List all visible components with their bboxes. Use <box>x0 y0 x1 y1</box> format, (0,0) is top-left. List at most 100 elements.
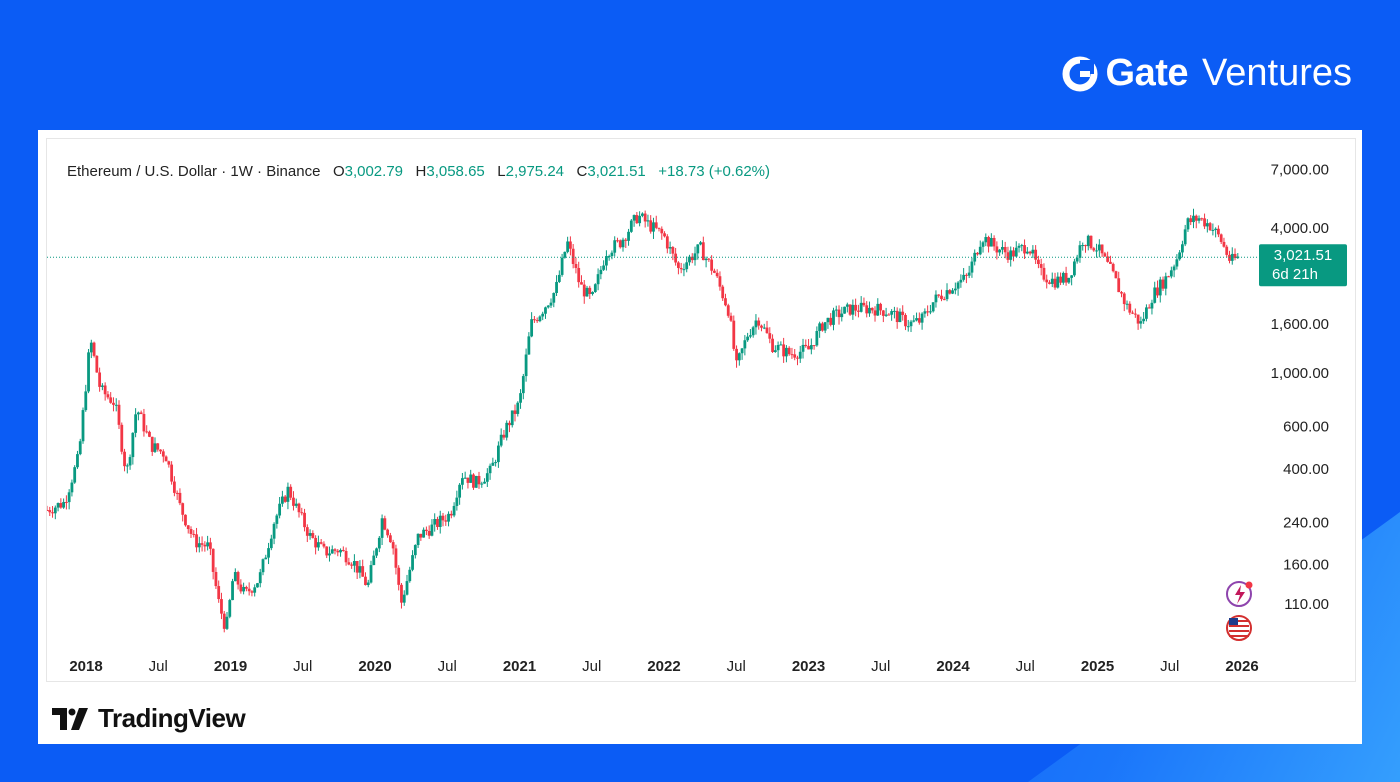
y-tick-label: 7,000.00 <box>1271 161 1329 178</box>
us-flag-icon[interactable] <box>1226 615 1252 641</box>
candle-body <box>505 422 509 438</box>
candle-body <box>1203 218 1206 227</box>
candle-body <box>962 274 966 280</box>
high-label: H <box>415 163 427 180</box>
price-chart[interactable]: 7,000.00 4,000.00 1,600.00 1,000.00 600.00 40… <box>47 139 1355 681</box>
candle-body <box>1100 244 1104 254</box>
candle-body <box>347 562 351 565</box>
candle-body <box>538 316 542 322</box>
candle-body <box>400 584 403 603</box>
candle-body <box>1153 287 1157 303</box>
flash-news-icon[interactable] <box>1226 581 1253 607</box>
candle-body <box>1081 245 1085 247</box>
candle-body <box>1189 218 1193 223</box>
candle-body <box>161 451 165 457</box>
candle-body <box>211 548 215 572</box>
candle-body <box>303 512 306 528</box>
candle-body <box>269 538 273 549</box>
candle-body <box>1037 259 1040 265</box>
candle-body <box>685 262 689 270</box>
x-tick-label: 2024 <box>936 658 970 675</box>
candle-body <box>638 215 642 224</box>
candle-body <box>419 533 423 538</box>
candle-body <box>801 344 805 352</box>
candle-body <box>1139 321 1143 324</box>
candle-body <box>796 357 799 359</box>
candle-body <box>1023 245 1026 254</box>
candle-body <box>319 542 323 544</box>
candle-body <box>776 345 780 351</box>
candle-body <box>710 259 714 271</box>
candle-body <box>582 284 586 297</box>
candle-body <box>1133 313 1137 315</box>
candle-body <box>843 306 846 314</box>
candle-body <box>1111 263 1115 272</box>
candle-body <box>513 410 517 414</box>
candle-body <box>690 256 694 261</box>
candle-body <box>915 318 918 321</box>
candle-body <box>726 305 730 316</box>
candle-body <box>316 542 320 548</box>
candle-body <box>984 237 988 243</box>
candle-body <box>472 474 475 488</box>
candle-body <box>657 227 661 229</box>
x-tick-label: 2019 <box>214 658 247 675</box>
candle-body <box>624 239 628 241</box>
candle-body <box>1025 251 1029 254</box>
candle-body <box>1014 247 1018 257</box>
candle-body <box>652 222 655 232</box>
candle-body <box>1183 229 1187 245</box>
candle-body <box>881 310 885 316</box>
candle-body <box>1064 272 1068 283</box>
candle-body <box>1131 312 1134 314</box>
candle-body <box>422 529 426 538</box>
candle-body <box>616 240 619 242</box>
candle-body <box>530 319 534 337</box>
x-tick-label: Jul <box>727 658 746 675</box>
candle-body <box>901 311 905 315</box>
candle-body <box>635 215 639 224</box>
candle-body <box>613 240 617 253</box>
candle-body <box>1164 276 1168 289</box>
candle-body <box>217 586 221 600</box>
candle-body <box>286 486 290 502</box>
candle-body <box>413 545 417 556</box>
x-tick-label: Jul <box>582 658 601 675</box>
x-tick-label: Jul <box>149 658 168 675</box>
candle-body <box>1156 287 1159 296</box>
candle-body <box>458 484 462 498</box>
candle-body <box>585 287 589 297</box>
candle-body <box>280 496 284 504</box>
candle-body <box>640 213 644 216</box>
y-tick-label: 1,600.00 <box>1271 316 1329 333</box>
candle-body <box>665 236 669 249</box>
candle-body <box>724 298 727 306</box>
candle-body <box>879 303 882 311</box>
candle-body <box>1145 307 1148 319</box>
candle-body <box>76 454 79 468</box>
candle-body <box>145 431 149 433</box>
candle-body <box>826 317 830 323</box>
candle-body <box>679 267 683 270</box>
candle-body <box>532 319 536 321</box>
candle-body <box>1053 278 1057 288</box>
candle-body <box>103 385 107 395</box>
y-tick-label: 4,000.00 <box>1271 220 1329 237</box>
candle-body <box>754 320 758 328</box>
candle-body <box>372 555 376 566</box>
candle-body <box>488 465 492 474</box>
candle-body <box>987 237 990 247</box>
candle-body <box>186 525 190 530</box>
candle-body <box>953 288 957 291</box>
candle-body <box>491 462 495 466</box>
candle-body <box>757 320 761 326</box>
candle-body <box>951 290 954 294</box>
candle-body <box>524 354 528 377</box>
candle-body <box>649 220 653 232</box>
candle-body <box>790 354 794 356</box>
candle-body <box>768 333 772 339</box>
candle-body <box>267 548 270 558</box>
candle-body <box>455 497 459 506</box>
y-tick-label: 240.00 <box>1283 514 1329 531</box>
candle-body <box>1214 228 1218 230</box>
